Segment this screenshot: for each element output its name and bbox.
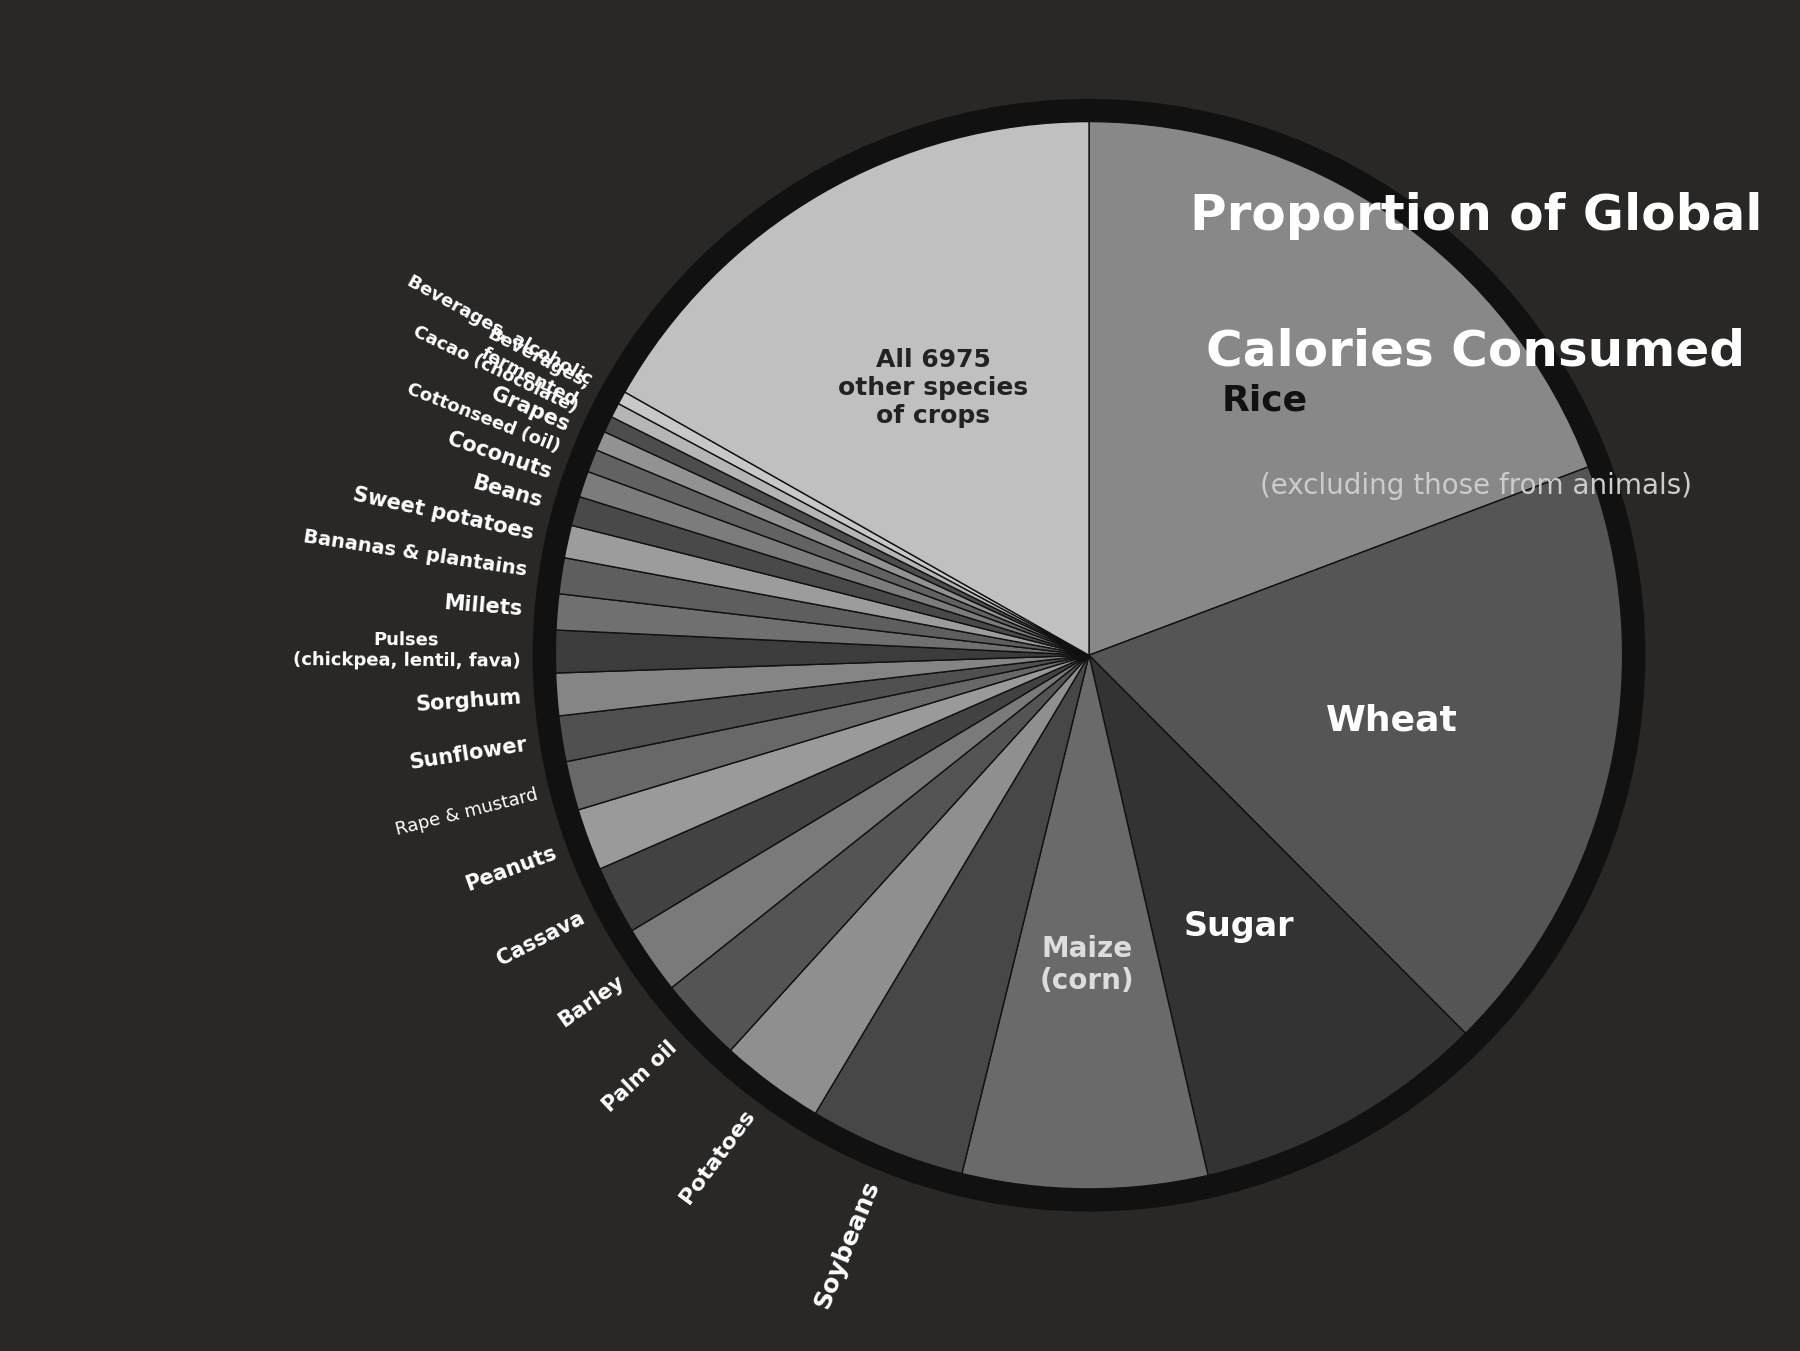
Text: Potatoes: Potatoes bbox=[677, 1106, 758, 1208]
Text: Millets: Millets bbox=[443, 593, 524, 619]
Text: (excluding those from animals): (excluding those from animals) bbox=[1260, 473, 1692, 500]
Text: Soybeans: Soybeans bbox=[810, 1177, 884, 1312]
Wedge shape bbox=[1089, 655, 1465, 1175]
Text: Rice: Rice bbox=[1222, 384, 1309, 417]
Wedge shape bbox=[671, 655, 1089, 1051]
Wedge shape bbox=[596, 432, 1089, 655]
Wedge shape bbox=[961, 655, 1208, 1189]
Text: Beans: Beans bbox=[470, 473, 544, 511]
Text: Cacao (chocolate): Cacao (chocolate) bbox=[410, 323, 580, 417]
Text: Beverages, alcoholic: Beverages, alcoholic bbox=[403, 273, 596, 389]
Wedge shape bbox=[625, 122, 1089, 655]
Wedge shape bbox=[580, 471, 1089, 655]
Text: Rape & mustard: Rape & mustard bbox=[394, 786, 540, 839]
Wedge shape bbox=[578, 655, 1089, 869]
Text: Calories Consumed: Calories Consumed bbox=[1206, 327, 1746, 376]
Text: Peanuts: Peanuts bbox=[463, 843, 558, 894]
Wedge shape bbox=[556, 655, 1089, 716]
Wedge shape bbox=[1089, 467, 1622, 1034]
Wedge shape bbox=[558, 655, 1089, 762]
Text: Cottonseed (oil): Cottonseed (oil) bbox=[405, 380, 563, 457]
Wedge shape bbox=[571, 497, 1089, 655]
Text: Grapes: Grapes bbox=[488, 384, 572, 436]
Text: All 6975
other species
of crops: All 6975 other species of crops bbox=[839, 349, 1028, 427]
Text: Wheat: Wheat bbox=[1325, 704, 1458, 738]
Wedge shape bbox=[619, 392, 1089, 655]
Wedge shape bbox=[815, 655, 1089, 1174]
Text: Bananas & plantains: Bananas & plantains bbox=[302, 527, 527, 580]
Wedge shape bbox=[556, 630, 1089, 673]
Text: Maize
(corn): Maize (corn) bbox=[1039, 935, 1134, 994]
Text: Sunflower: Sunflower bbox=[409, 735, 529, 773]
Wedge shape bbox=[612, 404, 1089, 655]
Wedge shape bbox=[556, 593, 1089, 655]
Wedge shape bbox=[1089, 122, 1588, 655]
Text: Cassava: Cassava bbox=[493, 908, 589, 969]
Circle shape bbox=[533, 100, 1645, 1210]
Text: Coconuts: Coconuts bbox=[445, 428, 554, 482]
Text: Pulses
(chickpea, lentil, fava): Pulses (chickpea, lentil, fava) bbox=[293, 631, 520, 670]
Wedge shape bbox=[560, 558, 1089, 655]
Text: Sorghum: Sorghum bbox=[416, 688, 522, 715]
Text: Sugar: Sugar bbox=[1183, 909, 1294, 943]
Wedge shape bbox=[632, 655, 1089, 988]
Wedge shape bbox=[589, 450, 1089, 655]
Text: Palm oil: Palm oil bbox=[599, 1036, 680, 1116]
Text: Beverages,
fermented: Beverages, fermented bbox=[475, 324, 592, 411]
Wedge shape bbox=[731, 655, 1089, 1113]
Wedge shape bbox=[605, 417, 1089, 655]
Text: Sweet potatoes: Sweet potatoes bbox=[351, 485, 536, 543]
Wedge shape bbox=[565, 526, 1089, 655]
Text: Barley: Barley bbox=[554, 971, 628, 1031]
Wedge shape bbox=[565, 655, 1089, 809]
Text: Proportion of Global: Proportion of Global bbox=[1190, 192, 1762, 240]
Wedge shape bbox=[599, 655, 1089, 931]
